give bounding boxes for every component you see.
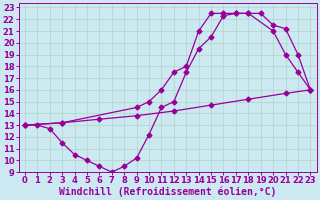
X-axis label: Windchill (Refroidissement éolien,°C): Windchill (Refroidissement éolien,°C) bbox=[59, 187, 276, 197]
